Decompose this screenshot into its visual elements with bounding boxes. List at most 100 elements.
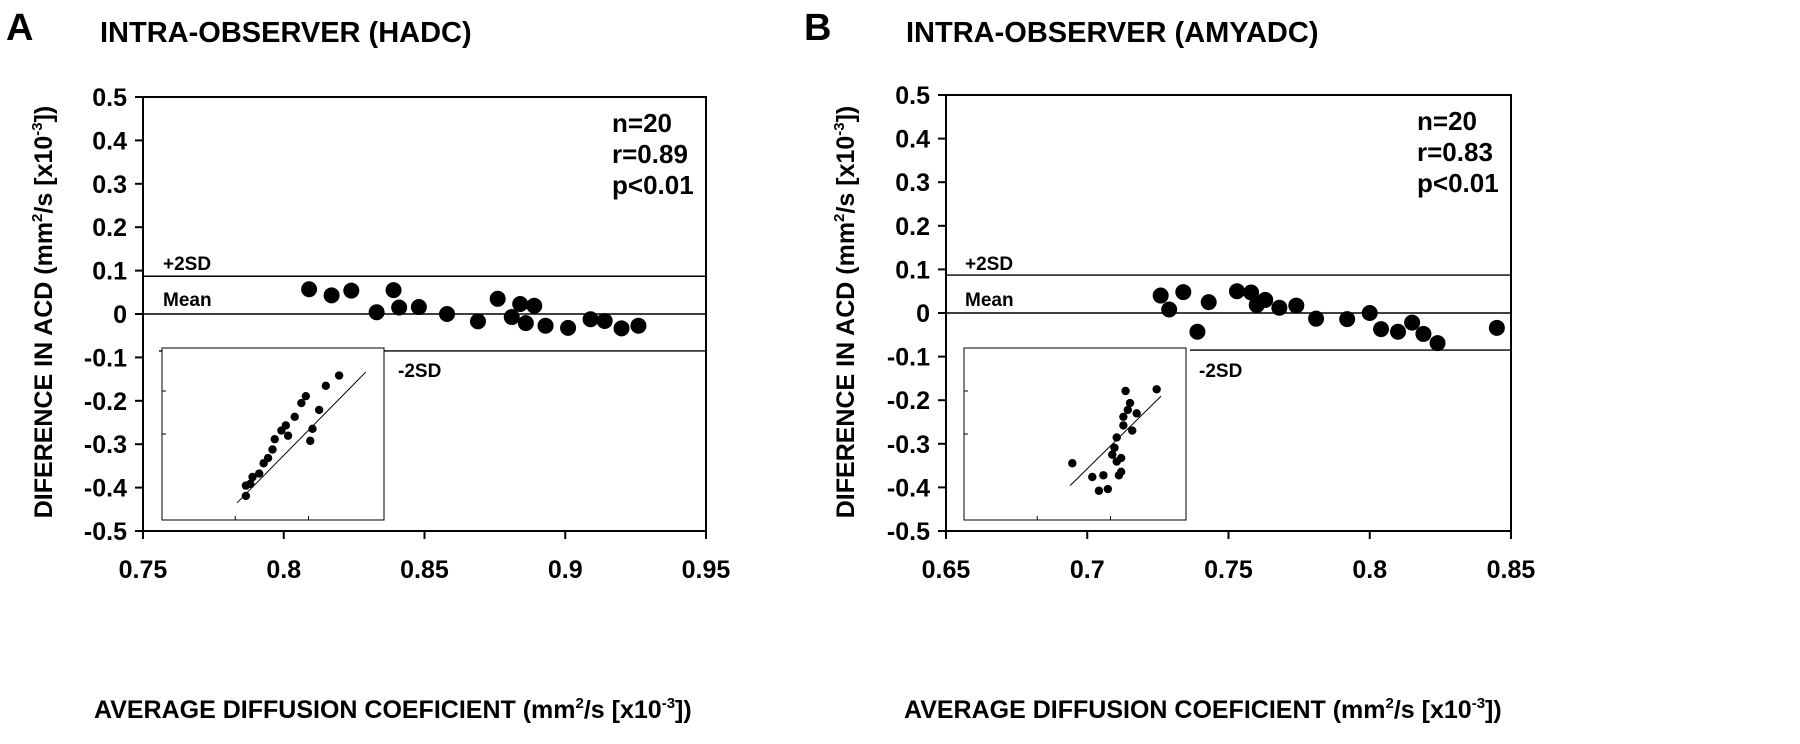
inset-data-point: [1119, 412, 1128, 421]
inset-data-point: [1128, 426, 1137, 435]
inset-axes: [162, 390, 310, 520]
panel-letter: B: [804, 7, 831, 49]
data-point: [517, 315, 534, 332]
mean-label: Mean: [965, 290, 1014, 311]
inset-data-point: [1125, 398, 1135, 408]
y-axis-label: DIFERENCE IN ACD (mm2/s [x10-3]): [831, 106, 860, 519]
x-tick-label: 0.85: [400, 556, 449, 584]
y-tick-label: 0.1: [895, 256, 930, 284]
inset-data-point: [1103, 484, 1113, 494]
data-point: [1429, 335, 1446, 352]
minus-2sd-label: -2SD: [1199, 361, 1242, 382]
inset-data-point: [314, 405, 324, 415]
stat-r: r=0.89: [612, 139, 688, 169]
data-point: [410, 299, 427, 316]
data-point: [1339, 311, 1356, 328]
plus-2sd-label: +2SD: [965, 254, 1013, 275]
y-tick-label: 0: [916, 300, 930, 328]
data-point: [537, 317, 554, 334]
y-tick-label: -0.3: [887, 431, 930, 459]
data-point: [368, 304, 385, 321]
y-tick-label: 0.2: [895, 213, 930, 241]
inset-data-point: [1110, 443, 1119, 452]
y-tick-label: -0.1: [84, 344, 127, 372]
y-axis: 0.5 0.4 0.3 0.2 0.1 0 -0.1 -0.2 -0.3 -0.4 -0.5: [887, 82, 946, 546]
stat-r: r=0.83: [1417, 137, 1493, 167]
data-point: [1175, 284, 1192, 301]
y-axis: 0.5 0.4 0.3 0.2 0.1 0 -0.1 -0.2 -0.3 -0.4 -0.5: [84, 84, 143, 546]
y-tick-label: -0.2: [84, 388, 127, 416]
x-tick-label: 0.75: [119, 556, 168, 584]
y-tick-label: 0.3: [895, 169, 930, 197]
y-tick-label: -0.4: [887, 474, 930, 502]
data-point: [1228, 283, 1245, 300]
y-tick-label: -0.1: [887, 344, 930, 372]
y-tick-label: 0.5: [895, 82, 930, 110]
inset-data-point: [308, 424, 317, 434]
inset-data-point: [1152, 385, 1161, 394]
x-tick-label: 0.65: [922, 556, 971, 584]
stat-p: p<0.01: [1417, 168, 1499, 198]
mean-label: Mean: [163, 290, 212, 311]
inset-data-point: [1099, 471, 1108, 480]
inset-data-point: [281, 421, 291, 430]
stat-p: p<0.01: [612, 170, 694, 200]
data-point: [301, 281, 318, 298]
inset-data-point: [290, 412, 299, 421]
y-tick-label: -0.3: [84, 431, 127, 459]
stat-n: n=20: [612, 108, 672, 138]
data-point: [343, 282, 360, 299]
y-tick-label: -0.5: [887, 518, 930, 546]
inset-data-point: [306, 436, 315, 446]
inset-axes: [964, 390, 1112, 520]
data-point: [560, 319, 577, 336]
inset-data-point: [321, 381, 330, 391]
data-point: [503, 309, 520, 326]
y-axis-label: DIFERENCE IN ACD (mm2/s [x10-3]): [29, 106, 58, 519]
data-point: [1361, 305, 1378, 321]
inset-scatter: [236, 371, 367, 504]
y-tick-label: -0.4: [84, 475, 127, 503]
inset-frame: [161, 347, 385, 521]
inset-data-point: [301, 391, 311, 401]
inset-fit-line: [236, 371, 367, 504]
data-points: [301, 281, 647, 337]
stat-n: n=20: [1417, 106, 1477, 136]
data-point: [1404, 314, 1421, 331]
data-point: [1488, 319, 1505, 336]
x-tick-label: 0.8: [1352, 556, 1387, 584]
reference-lines: [143, 275, 706, 352]
data-point: [391, 299, 408, 316]
inset-data-point: [283, 431, 293, 440]
data-point: [526, 297, 543, 314]
inset-data-point: [1088, 472, 1097, 482]
y-tick-label: 0.5: [92, 84, 127, 112]
inset-scatter: [1068, 385, 1162, 495]
y-tick-label: 0.1: [92, 258, 127, 286]
inset-data-point: [1108, 450, 1117, 459]
data-point: [489, 290, 506, 307]
inset-data-point: [263, 453, 273, 463]
x-tick-label: 0.95: [682, 556, 731, 584]
data-point: [613, 320, 630, 337]
data-point: [596, 312, 613, 329]
reference-lines: [946, 274, 1511, 351]
data-point: [1288, 297, 1305, 314]
inset-data-point: [268, 445, 277, 454]
x-tick-label: 0.9: [548, 556, 583, 584]
data-point: [1200, 294, 1217, 311]
inset-data-point: [241, 491, 251, 501]
x-tick-label: 0.75: [1204, 556, 1253, 584]
inset-data-point: [334, 371, 344, 380]
y-tick-label: 0.4: [92, 127, 127, 155]
inset-data-point: [1068, 459, 1077, 468]
inset-data-point: [246, 479, 255, 489]
inset-frame: [963, 347, 1187, 521]
panel-a: A INTRA-OBSERVER (HADC) DIFERENCE IN ACD…: [6, 7, 730, 724]
inset-data-point: [248, 472, 257, 482]
y-tick-label: -0.2: [887, 387, 930, 415]
data-point: [1152, 287, 1169, 304]
inset-data-point: [255, 469, 264, 478]
inset-data-point: [297, 398, 306, 408]
